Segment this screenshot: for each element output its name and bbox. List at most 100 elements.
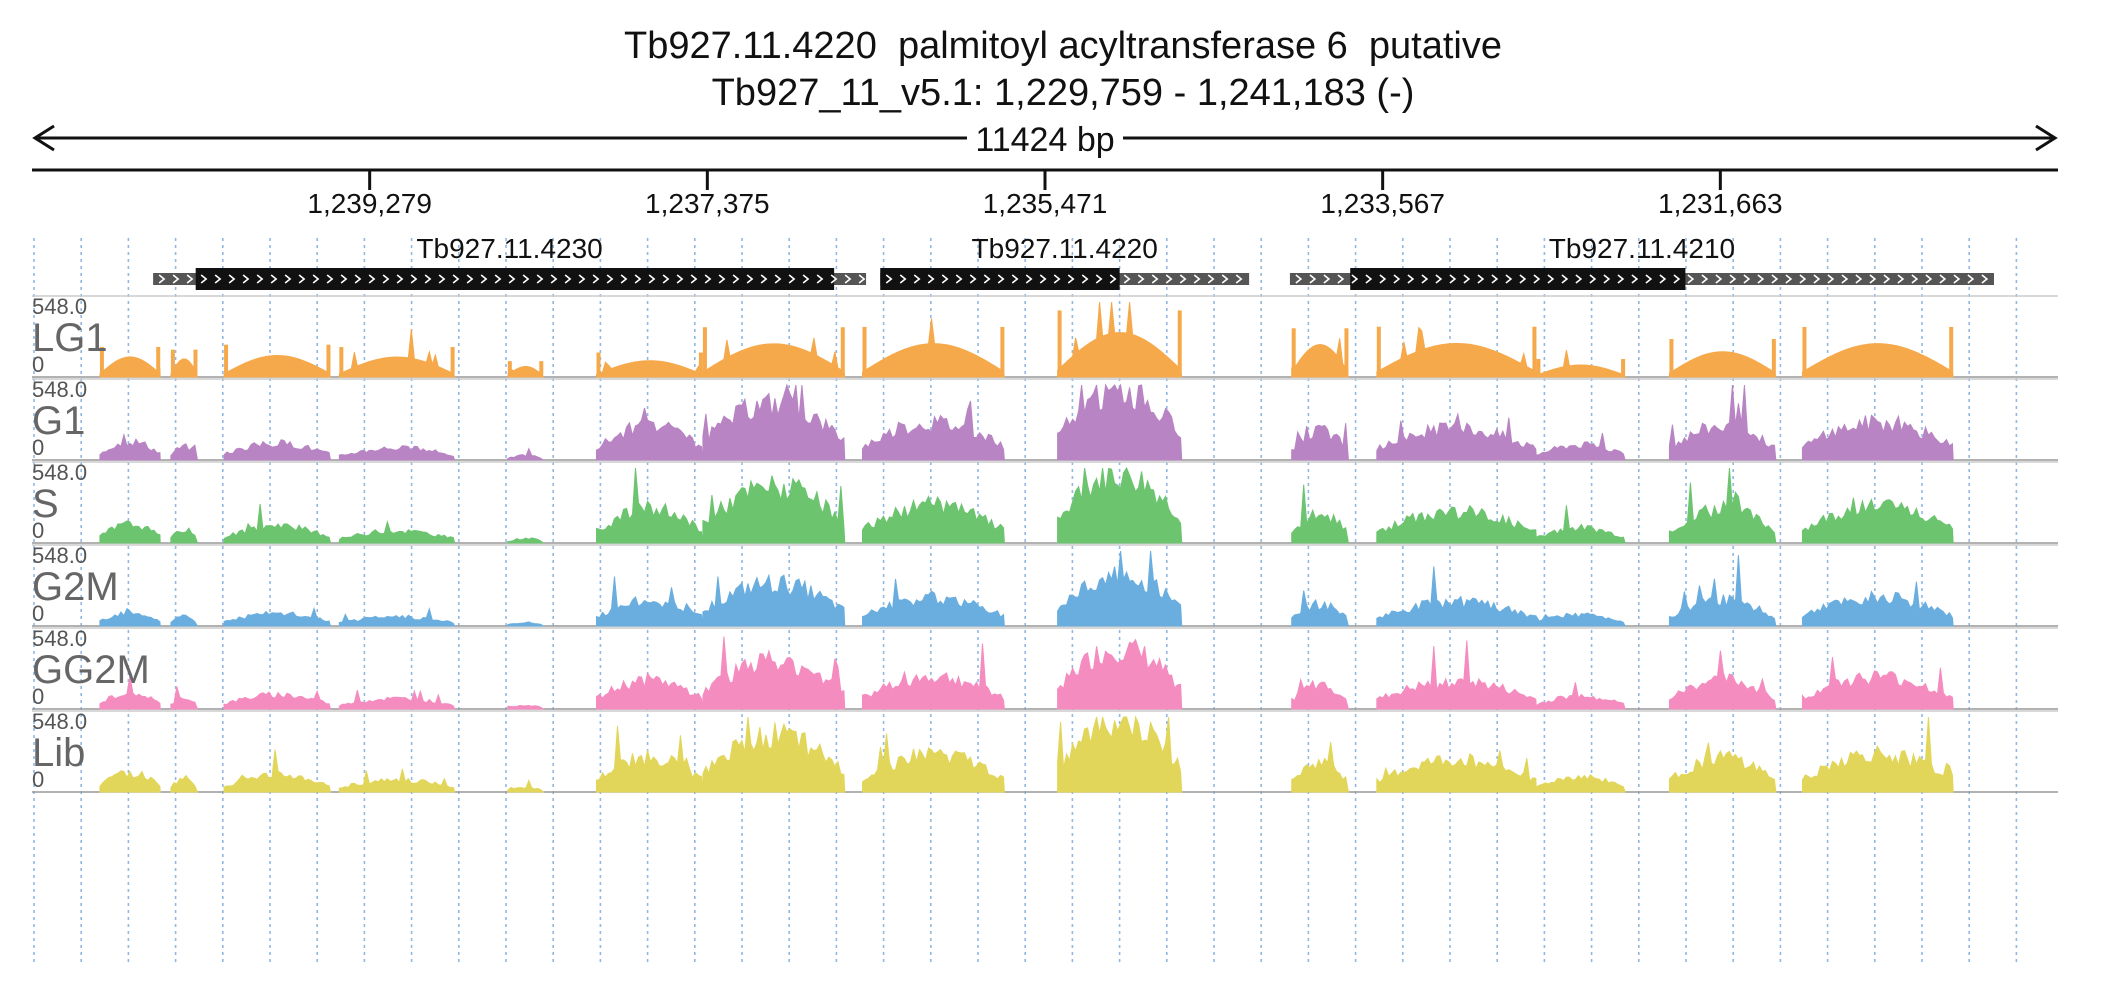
coverage-area [595,725,704,793]
coverage-area [595,407,704,461]
strand-chevron [634,274,642,284]
strand-chevron [1673,274,1681,284]
coverage-spike [1802,326,1807,377]
track-Lib [32,710,2058,793]
strand-chevron [955,274,963,284]
grid-lines [33,238,2018,965]
track-name-label: GG2M [32,648,150,692]
strand-chevron [382,274,390,284]
strand-chevron [969,274,977,284]
coverage-area [595,360,704,378]
strand-chevron [899,274,907,284]
coverage-area [507,779,545,793]
strand-chevron [1967,274,1975,284]
gene-Tb927.11.4210 [1289,268,1994,290]
coverage-area [1291,423,1349,461]
strand-chevron [1137,274,1145,284]
strand-chevron [1365,274,1373,284]
coverage-area [1057,715,1183,793]
coverage-area [1535,773,1626,793]
strand-chevron [844,274,852,284]
strand-chevron [452,274,460,284]
coverage-area [507,365,545,378]
coverage-spike [1949,326,1954,377]
strand-chevron [1011,274,1019,284]
coverage-area [1376,504,1537,544]
track-name-label: Lib [32,731,86,775]
chart-title: Tb927.11.4220 palmitoyl acyltransferase … [623,25,1503,67]
coverage-area [1668,384,1777,461]
coverage-area [170,443,199,461]
strand-chevron [676,274,684,284]
gene-Tb927.11.4220 [880,268,1250,290]
coverage-area [507,704,545,710]
strand-chevron [620,274,628,284]
track-name-label: S [32,482,59,526]
coverage-area [1801,657,1954,710]
coverage-area [338,689,456,710]
track-max-label: 548.0 [32,294,88,319]
strand-chevron [1547,274,1555,284]
track-min-label: 0 [32,601,45,626]
strand-chevron [1193,274,1201,284]
strand-chevron [1589,274,1597,284]
track-name-label: LG1 [32,316,108,360]
strand-chevron [648,274,656,284]
strand-chevron [1109,274,1117,284]
strand-chevron [1039,274,1047,284]
coverage-area [1291,484,1350,544]
track-GG2M [32,627,2058,710]
coverage-area [223,749,332,793]
strand-chevron [1025,274,1033,284]
strand-chevron [1827,274,1835,284]
strand-chevron [298,274,306,284]
coverage-spike [193,349,198,377]
coverage-area [862,733,1005,793]
strand-chevron [1067,274,1075,284]
coverage-spike [1621,359,1626,377]
coverage-area [1535,349,1627,378]
coverage-area [702,337,846,378]
strand-chevron [1729,274,1737,284]
strand-chevron [466,274,474,284]
x-tick-label: 1,233,567 [1320,188,1445,219]
strand-chevron [1165,274,1173,284]
strand-chevron [1151,274,1159,284]
strand-chevron [1207,274,1215,284]
coverage-area [1291,590,1350,627]
coverage-area [507,537,545,544]
coverage-area [1291,677,1350,710]
strand-chevron [424,274,432,284]
strand-chevron [997,274,1005,284]
coverage-area [99,432,161,461]
strand-chevron [1925,274,1933,284]
x-tick-label: 1,235,471 [982,188,1108,219]
coverage-spike [170,349,175,377]
coverage-area [1057,638,1183,710]
coverage-area [702,475,846,544]
strand-chevron [1421,274,1429,284]
strand-chevron [983,274,991,284]
coverage-area [595,467,704,544]
gene-cds [880,268,1120,290]
strand-chevron [1869,274,1877,284]
strand-chevron [1179,274,1187,284]
strand-chevron [1897,274,1905,284]
strand-chevron [1757,274,1765,284]
strand-chevron [410,274,418,284]
strand-chevron [522,274,530,284]
coverage-spike [339,347,344,377]
coverage-area [1535,505,1626,544]
strand-chevron [1491,274,1499,284]
strand-chevron [312,274,320,284]
coverage-area [1668,650,1777,710]
strand-chevron [1645,274,1653,284]
coverage-area [702,383,846,461]
x-tick-label: 1,237,375 [645,188,770,219]
strand-chevron [718,274,726,284]
strand-chevron [1701,274,1709,284]
strand-chevron [1449,274,1457,284]
strand-chevron [690,274,698,284]
coverage-area [1668,742,1777,793]
coverage-spike [99,346,104,377]
